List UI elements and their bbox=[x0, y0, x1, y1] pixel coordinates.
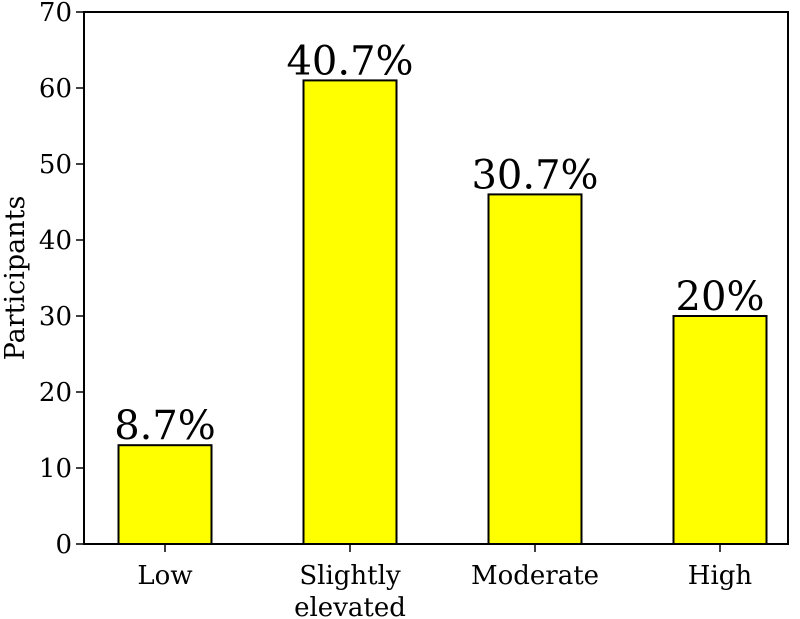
x-tick-label: Slightly bbox=[299, 561, 401, 591]
y-tick-label: 40 bbox=[39, 226, 72, 256]
bar bbox=[672, 315, 768, 545]
bar bbox=[302, 79, 398, 546]
bar-value-label: 40.7% bbox=[286, 38, 413, 84]
x-tick-label: elevated bbox=[294, 593, 406, 619]
bar-value-labels: 8.7% 40.7% 30.7% 20% bbox=[114, 38, 764, 449]
y-tick-label: 70 bbox=[39, 0, 72, 28]
y-tick-label: 30 bbox=[39, 302, 72, 332]
x-tick-label: High bbox=[688, 561, 753, 591]
bar-value-label: 8.7% bbox=[114, 403, 216, 449]
bars-layer bbox=[117, 79, 768, 546]
plot-frame bbox=[83, 11, 789, 545]
bar bbox=[487, 193, 583, 545]
y-tick-label: 0 bbox=[55, 530, 72, 560]
y-tick-label: 50 bbox=[39, 150, 72, 180]
x-tick-label: Moderate bbox=[471, 561, 599, 591]
y-tick-label: 20 bbox=[39, 378, 72, 408]
bar bbox=[117, 444, 213, 546]
x-tick-label: Low bbox=[137, 561, 192, 591]
bar-value-label: 20% bbox=[676, 274, 765, 320]
y-axis-label: Participants bbox=[0, 196, 31, 361]
y-tick-label: 10 bbox=[39, 454, 72, 484]
y-axis-ticks: 0 10 20 30 40 50 60 70 bbox=[39, 0, 84, 560]
y-tick-label: 60 bbox=[39, 74, 72, 104]
bar-value-label: 30.7% bbox=[471, 152, 598, 198]
